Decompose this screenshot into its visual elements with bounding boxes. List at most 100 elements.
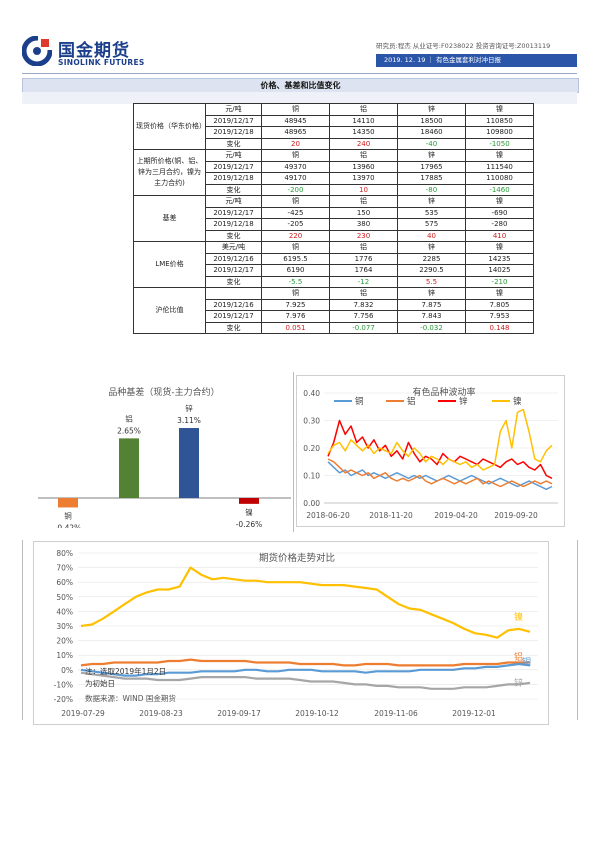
table-row: 2019/12/16 6195.5 1776 2285 14235	[134, 252, 534, 265]
value-cell: 7.976	[261, 310, 330, 323]
table-row: 2019/12/18 -205 380 575 -280	[134, 218, 534, 231]
table-row: 变化 0.051 -0.077 -0.032 0.148	[134, 321, 534, 334]
value-cell: 14025	[465, 264, 534, 277]
basis-bar-chart: 品种基差（现货-主力合约） 铜 -0.42% 铝 2.65% 锌 3.11% 镍 -0.26%	[38, 386, 291, 528]
x-tick-label: 2019-04-20	[434, 511, 478, 520]
table-row: 2019/12/18 48965 14350 18460 109800	[134, 126, 534, 139]
value-cell: 铝	[329, 103, 398, 116]
row-label-cell	[205, 287, 262, 300]
table-row: 基差 元/吨铜铝锌镍	[133, 195, 534, 242]
legend-label: 镍	[513, 396, 522, 407]
category-label: 铜	[64, 510, 72, 520]
value-cell: -425	[261, 206, 330, 219]
row-label-cell: 元/吨	[205, 149, 262, 162]
value-cell: 40	[397, 229, 466, 242]
value-cell: 14350	[329, 126, 398, 139]
y-tick-label: 0.20	[303, 444, 320, 453]
series-end-label: 锌	[514, 677, 523, 689]
value-cell: 6190	[261, 264, 330, 277]
price-trend-line-chart: 80% 70% 60% 50% 40% 30% 20% 10% 0% -10% -20% 期货价格走势…	[54, 549, 538, 718]
value-cell: -1460	[465, 183, 534, 196]
table-row: 2019/12/17 49370 13960 17965 111540	[134, 160, 534, 173]
value-cell: 150	[329, 206, 398, 219]
table-row: 变化 220 230 40 410	[134, 229, 534, 242]
y-tick-label: 70%	[56, 564, 73, 573]
value-cell: -40	[397, 137, 466, 150]
x-tick-label: 2019-12-01	[452, 709, 496, 718]
group-label: 沪伦比值	[133, 287, 206, 334]
value-cell: 7.875	[397, 298, 466, 311]
value-cell: 镍	[465, 149, 534, 162]
value-cell: -200	[261, 183, 330, 196]
value-cell: 240	[329, 137, 398, 150]
value-cell: 7.843	[397, 310, 466, 323]
series-line-2	[80, 658, 530, 667]
bar-2	[119, 438, 139, 498]
table-row: 变化 -5.5 -12 5.5 -210	[134, 275, 534, 288]
bar-1	[58, 498, 78, 508]
value-cell: 铜	[261, 103, 330, 116]
value-cell: 48945	[261, 114, 330, 127]
value-cell: 锌	[397, 149, 466, 162]
row-label-cell: 变化	[205, 229, 262, 242]
value-cell: 18460	[397, 126, 466, 139]
y-tick-label: 0.30	[303, 417, 320, 426]
y-tick-label: 0.00	[303, 499, 320, 508]
value-cell: 7.805	[465, 298, 534, 311]
value-cell: 49370	[261, 160, 330, 173]
chart-note: 为初始日	[85, 678, 115, 688]
value-cell: -210	[465, 275, 534, 288]
value-cell: 110080	[465, 172, 534, 185]
value-cell: 49170	[261, 172, 330, 185]
table-row: 2019/12/17 6190 1764 2290.5 14025	[134, 264, 534, 277]
trend-chart-frame	[33, 541, 549, 725]
table-row: 沪伦比值 铜铝锌镍	[133, 287, 534, 334]
y-tick-label: 0%	[61, 666, 73, 675]
x-tick-label: 2018-06-20	[306, 511, 350, 520]
row-label-cell: 变化	[205, 137, 262, 150]
value-cell: 锌	[397, 103, 466, 116]
section-band	[22, 92, 577, 104]
value-cell: 17965	[397, 160, 466, 173]
y-tick-label: 60%	[56, 578, 73, 587]
value-cell: 20	[261, 137, 330, 150]
row-label-cell: 变化	[205, 275, 262, 288]
y-tick-label: -20%	[54, 695, 73, 704]
value-cell: 13970	[329, 172, 398, 185]
value-cell: -205	[261, 218, 330, 231]
y-tick-label: 0.40	[303, 389, 320, 398]
x-tick-label: 2019-07-29	[61, 709, 105, 718]
row-label-cell: 2019/12/17	[205, 264, 262, 277]
value-cell: 17885	[397, 172, 466, 185]
row-label-cell: 元/吨	[205, 195, 262, 208]
value-cell: 535	[397, 206, 466, 219]
table-row: 上期所价格(铜、铝、锌为三月合约，镍为主力合约) 元/吨铜铝锌镍	[133, 149, 534, 196]
x-tick-label: 2019-11-06	[374, 709, 418, 718]
value-cell: 1764	[329, 264, 398, 277]
group-label: 基差	[133, 195, 206, 242]
value-cell: 1776	[329, 252, 398, 265]
series-line-4	[327, 408, 553, 471]
y-tick-label: 20%	[56, 637, 73, 646]
series-line-3	[327, 419, 553, 479]
table-row: 现货价格（华东价格） 元/吨铜铝锌镍	[133, 103, 534, 150]
value-cell: 2290.5	[397, 264, 466, 277]
value-cell: 锌	[397, 241, 466, 254]
volatility-line-chart: 0.00 0.10 0.20 0.30 0.40 2018-06-20 2018-11-20…	[303, 386, 558, 520]
series-line-1	[80, 566, 531, 639]
group-label: 上期所价格(铜、铝、锌为三月合约，镍为主力合约)	[133, 149, 206, 196]
value-cell: -80	[397, 183, 466, 196]
divider	[293, 372, 294, 532]
bar-4	[239, 498, 259, 504]
row-label-cell: 2019/12/18	[205, 218, 262, 231]
value-cell: 锌	[397, 287, 466, 300]
series-line-4	[80, 671, 531, 690]
row-label-cell: 2019/12/17	[205, 160, 262, 173]
y-tick-label: 40%	[56, 607, 73, 616]
divider	[577, 540, 578, 720]
series-line-2	[327, 458, 553, 488]
y-tick-label: 0.10	[303, 472, 320, 481]
row-label-cell: 2019/12/17	[205, 114, 262, 127]
value-cell: -1050	[465, 137, 534, 150]
legend-label: 铝	[407, 396, 416, 407]
